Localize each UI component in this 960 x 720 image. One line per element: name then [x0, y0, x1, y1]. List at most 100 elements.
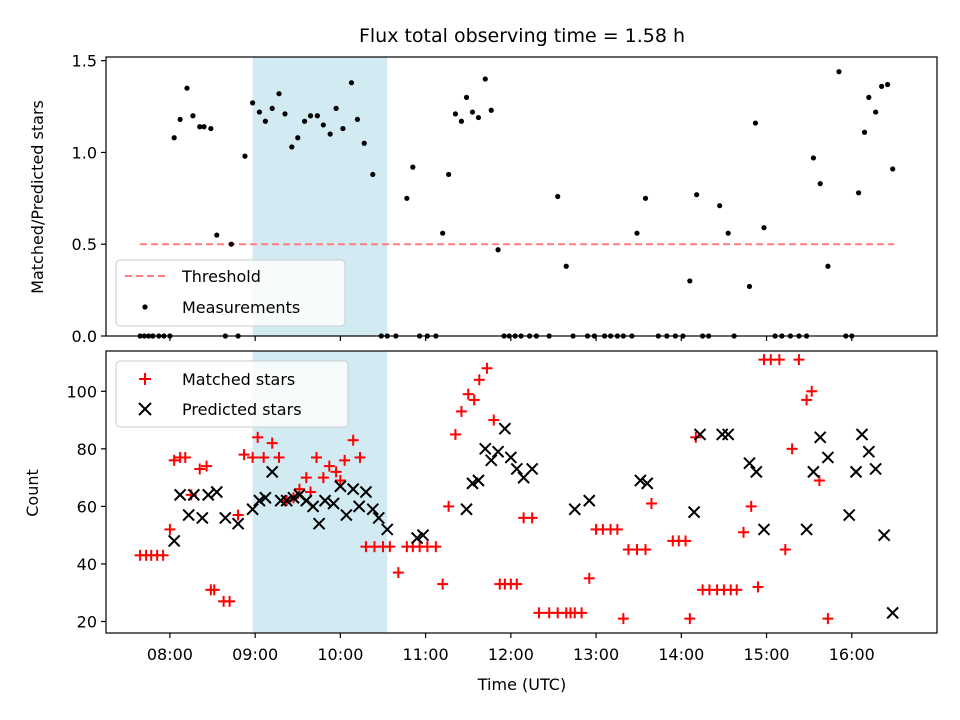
- measurement-point: [269, 105, 275, 111]
- x-axis-label: Time (UTC): [477, 675, 566, 694]
- measurement-point: [333, 105, 339, 111]
- matched-star-point: [334, 474, 346, 486]
- matched-star-point: [806, 385, 818, 397]
- measurement-point: [301, 118, 308, 124]
- predicted-star-point: [716, 428, 729, 441]
- matched-star-point: [443, 500, 455, 512]
- measurement-point: [836, 69, 842, 75]
- predicted-star-point: [568, 503, 581, 516]
- matched-star-point: [164, 523, 176, 535]
- predicted-star-point: [280, 494, 293, 507]
- matched-star-point: [455, 405, 467, 417]
- matched-star-point: [801, 394, 813, 406]
- predicted-star-point: [525, 462, 539, 476]
- matched-star-point: [258, 451, 270, 463]
- matched-star-point: [533, 607, 545, 619]
- measurement-point: [320, 122, 326, 128]
- legend-measurements-label: Measurements: [182, 298, 300, 317]
- predicted-star-point: [381, 523, 394, 536]
- y-tick-label: 1.0: [72, 143, 97, 162]
- predicted-star-point: [466, 477, 479, 490]
- matched-star-point: [684, 613, 696, 625]
- bottom-y-ticks: 20 40 60 80 100: [66, 382, 106, 631]
- x-tick-label: 12:00: [488, 645, 534, 664]
- predicted-star-point: [372, 511, 385, 525]
- predicted-star-point: [202, 488, 215, 502]
- matched-star-point: [157, 549, 169, 561]
- measurement-point: [879, 83, 885, 89]
- count-points: [134, 354, 899, 625]
- predicted-star-point: [182, 508, 195, 522]
- measurement-point: [717, 203, 723, 209]
- y-tick-label: 0.0: [72, 327, 97, 346]
- matched-star-point: [779, 544, 791, 556]
- matched-star-point: [300, 472, 312, 484]
- predicted-star-point: [800, 523, 813, 536]
- matched-star-point: [224, 595, 236, 607]
- measurement-point: [410, 164, 416, 170]
- measurement-point: [327, 131, 333, 137]
- predicted-star-point: [491, 445, 505, 458]
- top-axes-frame: [105, 56, 938, 337]
- predicted-star-point: [253, 494, 266, 507]
- measurement-point: [555, 193, 561, 200]
- matched-star-point: [468, 394, 480, 406]
- measurement-point: [295, 135, 301, 141]
- matched-star-point: [738, 526, 750, 538]
- predicted-star-point: [504, 451, 518, 464]
- measurement-point: [201, 124, 207, 130]
- predicted-star-point: [693, 428, 707, 441]
- measurement-point: [256, 109, 263, 115]
- measurement-point: [262, 118, 268, 124]
- measurement-point: [563, 263, 569, 269]
- predicted-star-point: [472, 474, 485, 487]
- matched-star-point: [317, 472, 329, 484]
- measurement-point: [855, 190, 862, 196]
- predicted-star-point: [359, 485, 373, 499]
- matched-star-point: [208, 584, 220, 596]
- matched-star-point: [430, 541, 442, 553]
- predicted-star-point: [352, 500, 366, 513]
- legend-threshold-label: Threshold: [181, 267, 261, 286]
- predicted-star-point: [306, 500, 320, 513]
- predicted-star-point: [886, 606, 899, 620]
- matched-star-point: [339, 454, 351, 466]
- measurement-point: [289, 144, 295, 150]
- matched-star-point: [247, 451, 259, 463]
- measurement-point: [249, 100, 256, 106]
- measurement-point: [348, 80, 355, 86]
- matched-star-point: [201, 460, 213, 472]
- bottom-y-axis-label: Count: [23, 469, 42, 517]
- matched-star-point: [786, 443, 798, 455]
- measurement-point: [340, 125, 346, 132]
- chart-title: Flux total observing time = 1.58 h: [359, 25, 685, 47]
- predicted-star-point: [583, 494, 596, 507]
- measurement-point: [361, 140, 367, 146]
- matched-star-point: [252, 431, 264, 443]
- predicted-star-point: [265, 465, 279, 479]
- predicted-star-point: [340, 508, 353, 522]
- x-tick-label: 14:00: [658, 645, 704, 664]
- x-tick-label: 08:00: [147, 645, 193, 664]
- predicted-star-point: [366, 503, 379, 516]
- y-tick-label: 1.5: [72, 52, 97, 71]
- predicted-star-point: [849, 465, 863, 479]
- bottom-axes-frame: [105, 350, 938, 634]
- predicted-star-point: [743, 457, 756, 470]
- bottom-legend: Matched stars Predicted stars: [115, 360, 349, 428]
- matched-star-point: [347, 434, 359, 446]
- predicted-star-point: [855, 428, 869, 441]
- top-y-axis-label: Matched/Predicted stars: [28, 100, 47, 294]
- matched-star-point: [481, 362, 493, 374]
- measurement-point: [370, 171, 376, 178]
- bottom-x-ticks: 08:00 09:00 10:00 11:00 12:00 13:00 14:00 15:00…: [147, 633, 875, 664]
- predicted-star-point: [327, 497, 340, 510]
- measurement-point: [404, 195, 410, 201]
- predicted-star-point: [259, 491, 272, 504]
- matched-star-point: [583, 572, 595, 584]
- measurement-point: [488, 107, 494, 113]
- top-y-ticks: 0.0 0.5 1.0 1.5: [72, 52, 106, 346]
- measurement-point: [861, 129, 868, 135]
- measurement-point: [463, 94, 470, 100]
